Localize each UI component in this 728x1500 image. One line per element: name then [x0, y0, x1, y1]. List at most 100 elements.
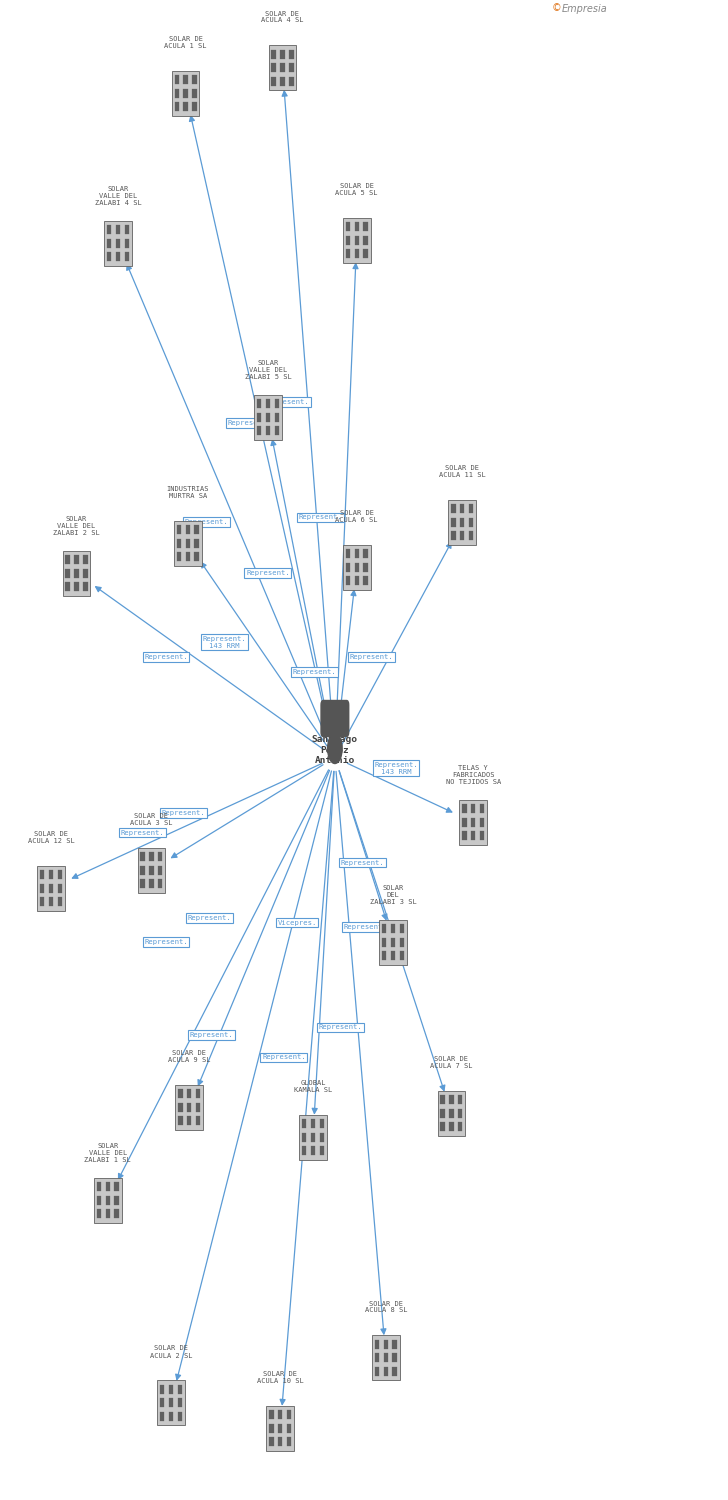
- FancyBboxPatch shape: [311, 1132, 315, 1142]
- FancyBboxPatch shape: [175, 88, 179, 98]
- FancyBboxPatch shape: [116, 252, 120, 261]
- FancyBboxPatch shape: [141, 852, 145, 861]
- FancyBboxPatch shape: [196, 1089, 200, 1098]
- FancyBboxPatch shape: [116, 238, 120, 248]
- FancyBboxPatch shape: [160, 1412, 165, 1420]
- Text: SOLAR
VALLE DEL
ZALABI 4 SL: SOLAR VALLE DEL ZALABI 4 SL: [95, 186, 141, 206]
- Text: Represent.: Represent.: [144, 939, 188, 945]
- FancyBboxPatch shape: [363, 549, 368, 558]
- FancyBboxPatch shape: [280, 76, 285, 86]
- FancyBboxPatch shape: [194, 538, 199, 548]
- FancyBboxPatch shape: [287, 1410, 291, 1419]
- Text: SOLAR
VALLE DEL
ZALABI 2 SL: SOLAR VALLE DEL ZALABI 2 SL: [53, 516, 100, 536]
- FancyBboxPatch shape: [440, 1122, 445, 1131]
- FancyBboxPatch shape: [192, 102, 197, 111]
- FancyBboxPatch shape: [175, 75, 179, 84]
- FancyBboxPatch shape: [400, 938, 404, 946]
- FancyBboxPatch shape: [346, 236, 350, 244]
- FancyBboxPatch shape: [49, 897, 53, 906]
- FancyBboxPatch shape: [449, 1122, 454, 1131]
- FancyBboxPatch shape: [375, 1366, 379, 1376]
- FancyBboxPatch shape: [460, 504, 464, 513]
- Text: Represent.: Represent.: [246, 570, 290, 576]
- FancyBboxPatch shape: [299, 1114, 327, 1160]
- FancyBboxPatch shape: [269, 45, 296, 90]
- Text: ©: ©: [552, 3, 561, 13]
- FancyBboxPatch shape: [178, 1102, 183, 1112]
- FancyBboxPatch shape: [346, 222, 350, 231]
- Text: Represent.: Represent.: [227, 420, 271, 426]
- FancyBboxPatch shape: [384, 1366, 388, 1376]
- FancyBboxPatch shape: [194, 525, 199, 534]
- Text: SOLAR DE
ACULA 2 SL: SOLAR DE ACULA 2 SL: [150, 1346, 192, 1359]
- FancyBboxPatch shape: [451, 531, 456, 540]
- Text: SOLAR
DEL
ZALABI 3 SL: SOLAR DEL ZALABI 3 SL: [370, 885, 416, 904]
- FancyBboxPatch shape: [266, 1406, 294, 1450]
- FancyBboxPatch shape: [320, 1132, 324, 1142]
- FancyBboxPatch shape: [149, 879, 154, 888]
- FancyBboxPatch shape: [469, 518, 473, 526]
- FancyBboxPatch shape: [196, 1102, 200, 1112]
- Text: SOLAR
VALLE DEL
ZALABI 1 SL: SOLAR VALLE DEL ZALABI 1 SL: [84, 1143, 131, 1162]
- FancyBboxPatch shape: [280, 63, 285, 72]
- FancyBboxPatch shape: [266, 426, 270, 435]
- Text: SOLAR DE
ACULA 1 SL: SOLAR DE ACULA 1 SL: [165, 36, 207, 50]
- FancyBboxPatch shape: [63, 550, 90, 596]
- FancyBboxPatch shape: [66, 568, 70, 578]
- FancyBboxPatch shape: [149, 852, 154, 861]
- FancyBboxPatch shape: [459, 800, 487, 844]
- Text: Represent.: Represent.: [266, 399, 309, 405]
- FancyBboxPatch shape: [355, 549, 359, 558]
- FancyBboxPatch shape: [438, 1090, 465, 1136]
- FancyBboxPatch shape: [355, 222, 359, 231]
- FancyBboxPatch shape: [269, 1424, 274, 1432]
- FancyBboxPatch shape: [37, 865, 65, 910]
- FancyBboxPatch shape: [158, 852, 162, 861]
- FancyBboxPatch shape: [311, 1146, 315, 1155]
- FancyBboxPatch shape: [363, 576, 368, 585]
- FancyBboxPatch shape: [58, 884, 62, 892]
- Text: SOLAR
VALLE DEL
ZALABI 5 SL: SOLAR VALLE DEL ZALABI 5 SL: [245, 360, 291, 380]
- Text: Represent.: Represent.: [293, 669, 336, 675]
- FancyBboxPatch shape: [192, 75, 197, 84]
- Text: SOLAR DE
ACULA 11 SL: SOLAR DE ACULA 11 SL: [439, 465, 486, 478]
- FancyBboxPatch shape: [480, 818, 484, 827]
- Text: SOLAR DE
ACULA 6 SL: SOLAR DE ACULA 6 SL: [336, 510, 378, 524]
- FancyBboxPatch shape: [49, 884, 53, 892]
- FancyBboxPatch shape: [355, 249, 359, 258]
- FancyBboxPatch shape: [160, 1384, 165, 1394]
- FancyBboxPatch shape: [440, 1108, 445, 1118]
- FancyBboxPatch shape: [320, 1119, 324, 1128]
- Text: Represent.: Represent.: [344, 924, 387, 930]
- FancyBboxPatch shape: [451, 518, 456, 526]
- FancyBboxPatch shape: [462, 804, 467, 813]
- FancyBboxPatch shape: [287, 1424, 291, 1432]
- FancyBboxPatch shape: [114, 1182, 119, 1191]
- FancyBboxPatch shape: [471, 818, 475, 827]
- FancyBboxPatch shape: [74, 582, 79, 591]
- FancyBboxPatch shape: [269, 1437, 274, 1446]
- FancyBboxPatch shape: [480, 804, 484, 813]
- FancyBboxPatch shape: [346, 549, 350, 558]
- Text: Represent.: Represent.: [144, 654, 188, 660]
- FancyBboxPatch shape: [58, 897, 62, 906]
- FancyBboxPatch shape: [355, 576, 359, 585]
- FancyBboxPatch shape: [274, 399, 279, 408]
- FancyBboxPatch shape: [278, 1410, 282, 1419]
- FancyBboxPatch shape: [74, 555, 79, 564]
- FancyBboxPatch shape: [186, 538, 190, 548]
- Text: INDUSTRIAS
MURTRA SA: INDUSTRIAS MURTRA SA: [167, 486, 209, 500]
- FancyBboxPatch shape: [400, 951, 404, 960]
- FancyBboxPatch shape: [460, 518, 464, 526]
- Text: Represent.: Represent.: [298, 514, 342, 520]
- Text: Santiago
Perez
Antonio: Santiago Perez Antonio: [312, 735, 358, 765]
- FancyBboxPatch shape: [346, 562, 350, 572]
- FancyBboxPatch shape: [392, 1353, 397, 1362]
- FancyBboxPatch shape: [451, 504, 456, 513]
- FancyBboxPatch shape: [375, 1340, 379, 1348]
- FancyBboxPatch shape: [462, 831, 467, 840]
- FancyBboxPatch shape: [449, 1108, 454, 1118]
- FancyBboxPatch shape: [320, 1146, 324, 1155]
- Text: Represent.: Represent.: [188, 915, 232, 921]
- FancyBboxPatch shape: [178, 1116, 183, 1125]
